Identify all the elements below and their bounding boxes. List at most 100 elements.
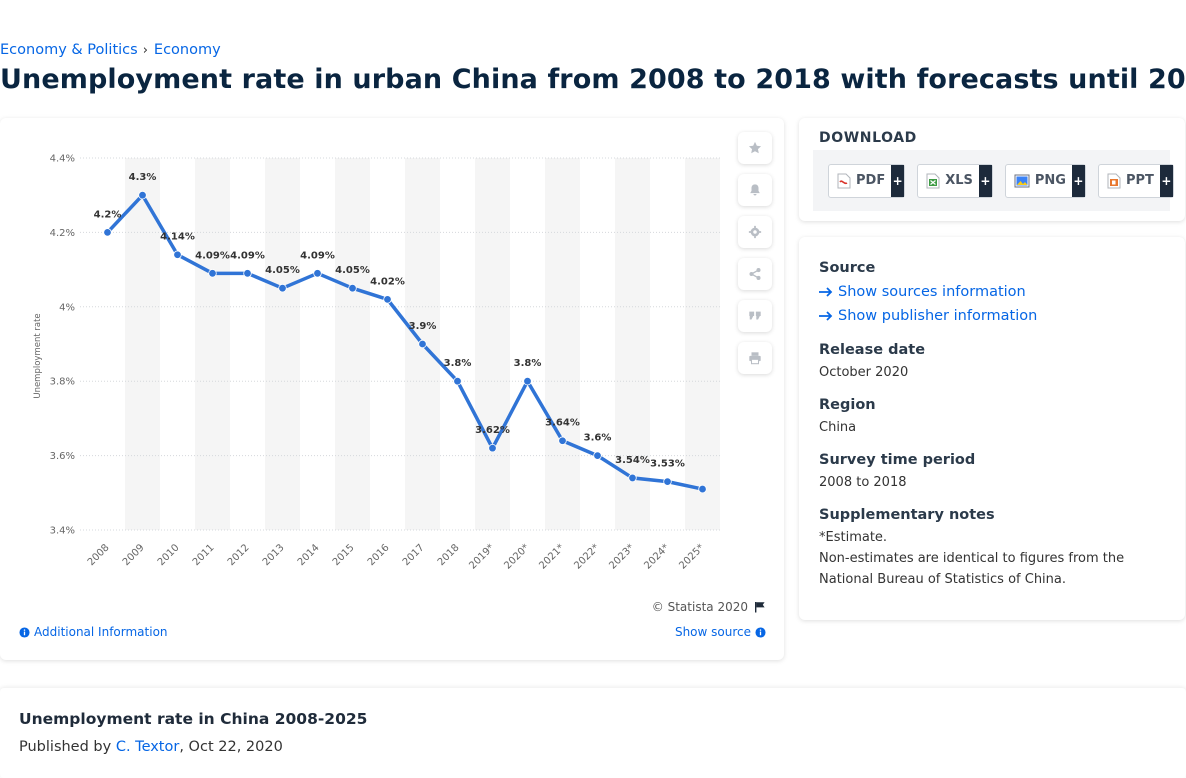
column-band [475, 158, 510, 530]
notes-estimate: *Estimate. [819, 530, 888, 545]
download-png-button[interactable]: PNG + [1004, 163, 1086, 198]
download-ppt-label: PPT [1125, 173, 1154, 188]
chart-card: 3.4% 3.6% 3.8% 4% 4.2% 4.4% Unemployment rate 2… [0, 118, 784, 660]
release-date-value: October 2020 [819, 365, 909, 380]
data-label: 4.2% [94, 209, 122, 220]
release-date-section: Release date October 2020 [819, 342, 925, 383]
x-tick-label: 2013 [261, 542, 287, 568]
share-button[interactable] [738, 258, 772, 290]
x-tick-label: 2019* [467, 542, 496, 571]
info-circle-icon [19, 626, 30, 638]
show-source-label: Show source [674, 625, 751, 639]
notification-button[interactable] [738, 174, 772, 206]
bell-icon [750, 184, 760, 196]
x-tick-label: 2018 [436, 542, 462, 568]
data-point [628, 473, 637, 483]
x-tick-label: 2025* [677, 542, 706, 571]
data-label: 3.53% [650, 459, 685, 470]
data-label: 3.8% [444, 358, 472, 369]
arrow-right-icon [819, 311, 833, 321]
data-label: 3.9% [409, 321, 437, 332]
data-point [138, 190, 147, 200]
favorite-button[interactable] [738, 132, 772, 164]
data-label: 3.62% [475, 425, 510, 436]
download-pdf-plus[interactable]: + [891, 164, 905, 197]
data-point [278, 283, 287, 293]
breadcrumb-separator: › [142, 42, 148, 58]
cite-button[interactable] [738, 300, 772, 332]
breadcrumb-current-link[interactable]: Economy [153, 42, 221, 58]
download-heading: DOWNLOAD [819, 130, 917, 146]
data-label: 3.54% [615, 455, 650, 466]
png-file-icon [1014, 174, 1030, 187]
data-point [243, 269, 252, 278]
published-date: , Oct 22, 2020 [179, 739, 283, 755]
xls-file-icon [926, 173, 940, 188]
x-tick-label: 2014 [296, 542, 322, 568]
data-label: 4.3% [129, 172, 157, 183]
info-circle-icon [755, 626, 766, 638]
show-publisher-link[interactable]: Show publisher information [819, 304, 1037, 328]
x-tick-label: 2010 [156, 542, 182, 568]
show-sources-label: Show sources information [838, 284, 1026, 300]
source-label: Source [819, 260, 876, 276]
breadcrumb-parent-link[interactable]: Economy & Politics [0, 42, 138, 58]
y-tick-label: 3.4% [50, 526, 75, 537]
supplementary-notes-section: Supplementary notes *Estimate. Non-estim… [819, 507, 1149, 590]
published-prefix: Published by [19, 739, 112, 755]
x-tick-label: 2022* [572, 542, 601, 571]
data-label: 4.14% [160, 232, 195, 243]
download-png-plus[interactable]: + [1071, 164, 1085, 197]
publication-footer: Unemployment rate in China 2008-2025 Pub… [0, 688, 1186, 778]
download-pdf-button[interactable]: PDF + [828, 163, 906, 198]
data-label: 4.09% [300, 250, 335, 261]
notes-text: Non-estimates are identical to figures f… [819, 551, 1125, 587]
star-icon [748, 141, 762, 154]
data-label: 3.8% [514, 358, 542, 369]
data-label: 4.05% [265, 265, 300, 276]
download-ppt-button[interactable]: PPT + [1097, 163, 1174, 198]
x-tick-label: 2009 [121, 542, 147, 568]
data-point [348, 283, 357, 293]
column-band [685, 158, 720, 530]
download-xls-plus[interactable]: + [978, 164, 992, 197]
data-point [103, 228, 112, 237]
quote-icon [749, 311, 761, 320]
survey-period-label: Survey time period [819, 452, 976, 468]
data-point [488, 443, 497, 453]
print-button[interactable] [738, 342, 772, 374]
column-band [335, 158, 370, 530]
ppt-file-icon [1107, 173, 1121, 188]
region-label: Region [819, 397, 876, 413]
author-link[interactable]: C. Textor [115, 739, 180, 755]
y-tick-label: 4% [59, 302, 75, 313]
gear-icon [748, 225, 762, 239]
additional-information-link[interactable]: Additional Information [19, 625, 168, 639]
data-point [383, 295, 392, 304]
region-value: China [819, 420, 857, 435]
pdf-file-icon [837, 173, 851, 188]
download-ppt-plus[interactable]: + [1159, 164, 1173, 197]
download-card: DOWNLOAD PDF + XLS + PNG + [799, 118, 1185, 221]
flag-icon[interactable] [754, 601, 766, 613]
footer-title: Unemployment rate in China 2008-2025 [19, 710, 368, 728]
published-by: Published by C. Textor, Oct 22, 2020 [19, 739, 283, 755]
data-point [558, 436, 567, 445]
data-point [593, 451, 602, 460]
breadcrumb: Economy & Politics › Economy [0, 42, 221, 58]
show-sources-link[interactable]: Show sources information [819, 280, 1037, 304]
source-section: Source Show sources information Show pub… [819, 260, 1037, 328]
download-options: PDF + XLS + PNG + PPT + [813, 150, 1174, 211]
download-xls-button[interactable]: XLS + [917, 163, 993, 198]
data-label: 4.09% [195, 250, 230, 261]
x-tick-label: 2016 [366, 542, 392, 568]
copyright-notice: © Statista 2020 [652, 600, 766, 614]
column-band [545, 158, 580, 530]
series-line [105, 193, 705, 491]
settings-button[interactable] [738, 216, 772, 248]
download-xls-label: XLS [945, 173, 973, 188]
show-source-link[interactable]: Show source [675, 625, 766, 639]
data-label: 3.6% [584, 433, 612, 444]
data-point [453, 377, 462, 386]
data-point [663, 477, 672, 486]
